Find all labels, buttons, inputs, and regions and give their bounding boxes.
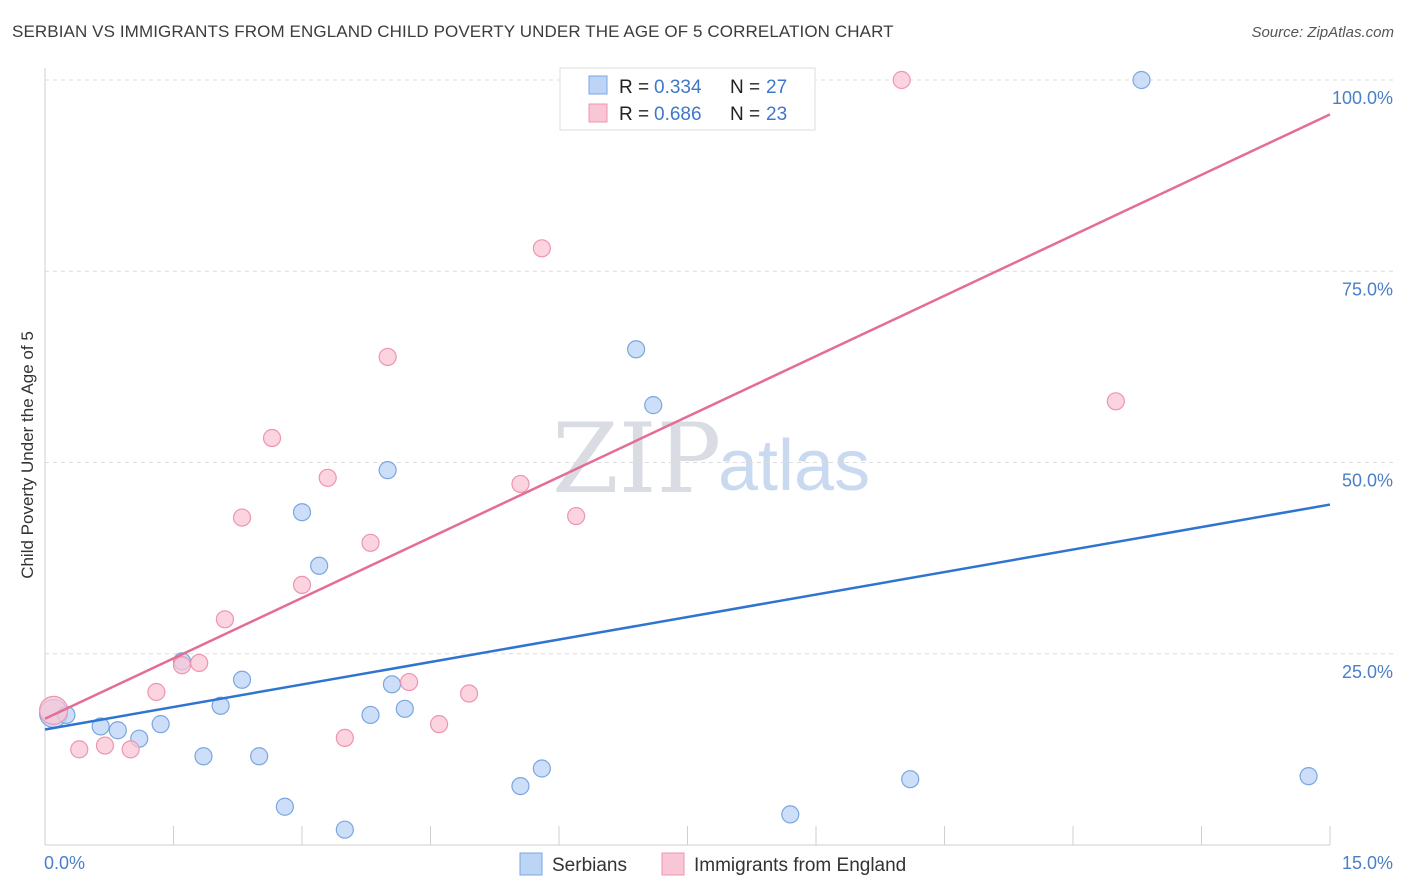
point-england-4 xyxy=(147,682,166,702)
point-england-18 xyxy=(511,474,530,494)
stats-legend: R = 0.334 N = 27 R = 0.686 N = 23 xyxy=(559,67,816,131)
legend-r-label-serbians: R = xyxy=(619,77,649,98)
y-tick-label-75: 75.0% xyxy=(1342,279,1393,299)
point-england-8 xyxy=(232,508,252,527)
point-england-20 xyxy=(567,506,586,526)
watermark-atlas: atlas xyxy=(718,426,870,506)
legend-swatch-serbians xyxy=(588,75,608,95)
source-credit: Source: ZipAtlas.com xyxy=(1251,24,1394,41)
point-serbians-1 xyxy=(91,717,110,736)
point-serbians-25 xyxy=(1299,767,1318,786)
legend-n-label-serbians: N = xyxy=(730,77,760,98)
point-serbians-2 xyxy=(108,721,127,740)
point-serbians-8 xyxy=(232,670,252,689)
point-serbians-13 xyxy=(335,820,354,839)
y-tick-label-50: 50.0% xyxy=(1342,471,1393,491)
bottom-legend-swatch-england xyxy=(661,852,685,876)
legend-swatch-england xyxy=(588,103,608,123)
point-england-5 xyxy=(172,656,192,675)
legend-n-value-serbians: 27 xyxy=(766,77,787,98)
point-england-15 xyxy=(399,672,419,692)
trend-line-serbians xyxy=(44,503,1331,731)
x-tick-label-min: 0.0% xyxy=(44,853,85,873)
series-legend: Serbians Immigrants from England xyxy=(519,852,906,876)
watermark-zip: ZIP xyxy=(552,403,721,515)
point-serbians-7 xyxy=(211,696,230,715)
legend-n-value-england: 23 xyxy=(766,104,787,125)
legend-r-value-england: 0.686 xyxy=(654,104,702,125)
chart-title: SERBIAN VS IMMIGRANTS FROM ENGLAND CHILD… xyxy=(12,22,894,41)
x-ticks xyxy=(173,826,1331,845)
point-england-22 xyxy=(1106,392,1125,411)
point-england-3 xyxy=(121,740,140,759)
bottom-legend-swatch-serbians xyxy=(519,852,543,876)
point-serbians-4 xyxy=(151,715,170,734)
legend-n-label-england: N = xyxy=(730,104,760,125)
point-england-10 xyxy=(292,575,312,595)
point-england-19 xyxy=(532,239,551,258)
y-tick-labels: 25.0% 50.0% 75.0% 100.0% xyxy=(1332,88,1393,682)
point-england-21 xyxy=(892,70,911,90)
point-serbians-9 xyxy=(250,747,269,766)
point-england-1 xyxy=(70,740,89,759)
point-serbians-11 xyxy=(292,503,312,522)
point-serbians-21 xyxy=(644,396,663,415)
point-serbians-17 xyxy=(382,675,402,694)
series-england-points xyxy=(38,70,1125,759)
point-england-11 xyxy=(318,468,337,487)
point-serbians-10 xyxy=(275,797,294,816)
legend-r-label-england: R = xyxy=(619,104,649,125)
point-serbians-18 xyxy=(511,776,530,796)
point-serbians-24 xyxy=(1132,70,1151,90)
y-axis-title: Child Poverty Under the Age of 5 xyxy=(18,331,37,579)
trend-lines xyxy=(44,113,1331,731)
x-tick-label-max: 15.0% xyxy=(1342,853,1393,873)
point-england-14 xyxy=(378,347,397,367)
point-serbians-15 xyxy=(378,461,397,480)
point-england-17 xyxy=(459,684,479,703)
point-serbians-16 xyxy=(395,699,414,718)
point-england-9 xyxy=(262,428,282,448)
bottom-legend-label-serbians: Serbians xyxy=(552,855,627,876)
point-england-6 xyxy=(190,653,209,673)
point-serbians-23 xyxy=(901,770,920,789)
y-tick-label-100: 100.0% xyxy=(1332,88,1393,108)
point-england-13 xyxy=(361,533,380,552)
bottom-legend-label-england: Immigrants from England xyxy=(694,855,906,876)
x-tick-labels: 0.0% 15.0% xyxy=(44,853,1393,873)
point-serbians-20 xyxy=(626,340,646,359)
point-serbians-22 xyxy=(781,805,800,824)
point-england-2 xyxy=(95,736,115,755)
point-serbians-14 xyxy=(361,705,380,725)
y-tick-label-25: 25.0% xyxy=(1342,662,1393,682)
gridlines xyxy=(45,79,1393,655)
point-england-12 xyxy=(335,728,354,748)
point-serbians-12 xyxy=(310,556,329,575)
point-england-7 xyxy=(215,610,234,629)
trend-line-england xyxy=(44,113,1331,720)
legend-r-value-serbians: 0.334 xyxy=(654,77,702,98)
point-england-16 xyxy=(429,715,449,734)
point-serbians-19 xyxy=(532,759,551,778)
point-serbians-6 xyxy=(194,747,213,766)
